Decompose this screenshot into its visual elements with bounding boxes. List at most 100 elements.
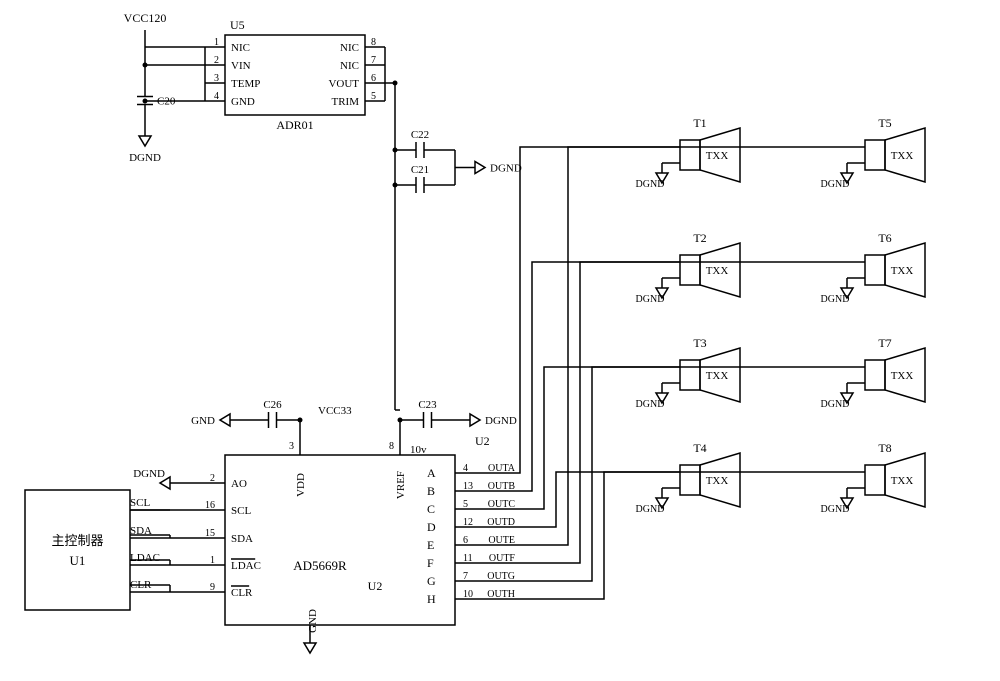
svg-text:1: 1 — [210, 555, 215, 566]
svg-text:16: 16 — [205, 500, 215, 511]
svg-text:15: 15 — [205, 528, 215, 539]
net-dgnd-u5: DGND — [129, 152, 161, 164]
svg-text:DGND: DGND — [821, 294, 850, 305]
speaker-ref: T7 — [878, 336, 891, 350]
svg-text:4: 4 — [463, 463, 468, 474]
svg-text:DGND: DGND — [636, 179, 665, 190]
svg-text:GND: GND — [191, 415, 215, 427]
u2-part: AD5669R — [293, 558, 347, 573]
svg-text:D: D — [427, 520, 436, 534]
svg-text:DGND: DGND — [821, 504, 850, 515]
svg-text:3: 3 — [214, 73, 219, 84]
svg-text:TRIM: TRIM — [332, 96, 360, 108]
svg-text:DGND: DGND — [821, 179, 850, 190]
speaker-inner: TXX — [891, 265, 914, 277]
u2-vref-note: 10v — [410, 444, 427, 456]
svg-text:DGND: DGND — [636, 399, 665, 410]
svg-text:7: 7 — [463, 571, 468, 582]
svg-text:6: 6 — [463, 535, 468, 546]
speaker-inner: TXX — [706, 265, 729, 277]
svg-text:OUTD: OUTD — [487, 517, 515, 528]
svg-text:U2: U2 — [475, 434, 490, 448]
svg-text:C23: C23 — [418, 399, 437, 411]
svg-text:NIC: NIC — [231, 42, 250, 54]
svg-text:OUTB: OUTB — [488, 481, 516, 492]
svg-text:A: A — [427, 466, 436, 480]
svg-text:C26: C26 — [263, 399, 282, 411]
svg-text:DGND: DGND — [821, 399, 850, 410]
svg-text:C22: C22 — [411, 129, 429, 141]
svg-text:7: 7 — [371, 55, 376, 66]
svg-text:OUTC: OUTC — [488, 499, 516, 510]
speaker-t1: T1 TXX DGND — [636, 116, 740, 190]
svg-text:10: 10 — [463, 589, 473, 600]
speaker-t2: T2 TXX DGND — [636, 231, 740, 305]
svg-text:11: 11 — [463, 553, 473, 564]
svg-text:VIN: VIN — [231, 60, 251, 72]
speaker-inner: TXX — [706, 475, 729, 487]
svg-text:VOUT: VOUT — [328, 78, 359, 90]
svg-text:VDD: VDD — [295, 473, 307, 497]
speaker-t3: T3 TXX DGND — [636, 336, 740, 410]
svg-text:CLR: CLR — [231, 587, 253, 599]
svg-text:LDAC: LDAC — [130, 552, 160, 564]
svg-text:3: 3 — [289, 441, 294, 452]
svg-text:DGND: DGND — [636, 504, 665, 515]
svg-text:12: 12 — [463, 517, 473, 528]
u5-ref: U5 — [230, 18, 245, 32]
svg-text:NIC: NIC — [340, 42, 359, 54]
speaker-t4: T4 TXX DGND — [636, 441, 740, 515]
svg-text:DGND: DGND — [490, 163, 522, 175]
speaker-ref: T5 — [878, 116, 891, 130]
speaker-ref: T1 — [693, 116, 706, 130]
svg-text:OUTG: OUTG — [487, 571, 515, 582]
svg-text:5: 5 — [371, 91, 376, 102]
svg-text:TEMP: TEMP — [231, 78, 260, 90]
net-vcc33: VCC33 — [318, 405, 352, 417]
svg-text:E: E — [427, 538, 434, 552]
svg-text:9: 9 — [210, 582, 215, 593]
speaker-inner: TXX — [706, 370, 729, 382]
ic-u5: U5ADR011NIC8NIC2VIN7NIC3TEMP6VOUT4GND5TR… — [124, 11, 522, 410]
svg-text:G: G — [427, 574, 436, 588]
svg-text:VREF: VREF — [395, 471, 407, 499]
speaker-ref: T4 — [693, 441, 706, 455]
svg-text:1: 1 — [214, 37, 219, 48]
svg-text:4: 4 — [214, 91, 219, 102]
speaker-ref: T6 — [878, 231, 891, 245]
svg-text:SCL: SCL — [231, 505, 251, 517]
svg-text:5: 5 — [463, 499, 468, 510]
speaker-ref: T2 — [693, 231, 706, 245]
svg-text:DGND: DGND — [133, 468, 165, 480]
speaker-t5: T5 TXX DGND — [821, 116, 925, 190]
speaker-t8: T8TXXDGND — [821, 441, 925, 515]
svg-text:OUTH: OUTH — [487, 589, 515, 600]
svg-text:2: 2 — [210, 473, 215, 484]
svg-text:2: 2 — [214, 55, 219, 66]
svg-text:OUTE: OUTE — [488, 535, 515, 546]
speaker-ref: T3 — [693, 336, 706, 350]
speaker-t7: T7 TXX DGND — [821, 336, 925, 410]
u5-part: ADR01 — [276, 118, 313, 132]
svg-text:13: 13 — [463, 481, 473, 492]
svg-text:OUTA: OUTA — [488, 463, 516, 474]
svg-text:SDA: SDA — [231, 533, 253, 545]
speaker-inner: TXX — [891, 370, 914, 382]
speaker-inner: TXX — [891, 150, 914, 162]
u2-ref: U2 — [368, 579, 383, 593]
speaker-t6: T6 TXX DGND — [821, 231, 925, 305]
svg-text:8: 8 — [389, 441, 394, 452]
svg-text:DGND: DGND — [485, 415, 517, 427]
svg-text:LDAC: LDAC — [231, 560, 261, 572]
speaker-inner: TXX — [706, 150, 729, 162]
svg-text:8: 8 — [371, 37, 376, 48]
svg-text:AO: AO — [231, 478, 247, 490]
svg-text:SCL: SCL — [130, 497, 150, 509]
svg-text:DGND: DGND — [636, 294, 665, 305]
svg-text:B: B — [427, 484, 435, 498]
speakers: T1 TXX DGND T2 TXX DGND T3 TXX DGND T4 TXX DGND T5 TX… — [515, 116, 925, 599]
svg-text:GND: GND — [307, 609, 319, 633]
net-vcc120: VCC120 — [124, 11, 167, 25]
svg-text:C: C — [427, 502, 435, 516]
speaker-ref: T8 — [878, 441, 891, 455]
